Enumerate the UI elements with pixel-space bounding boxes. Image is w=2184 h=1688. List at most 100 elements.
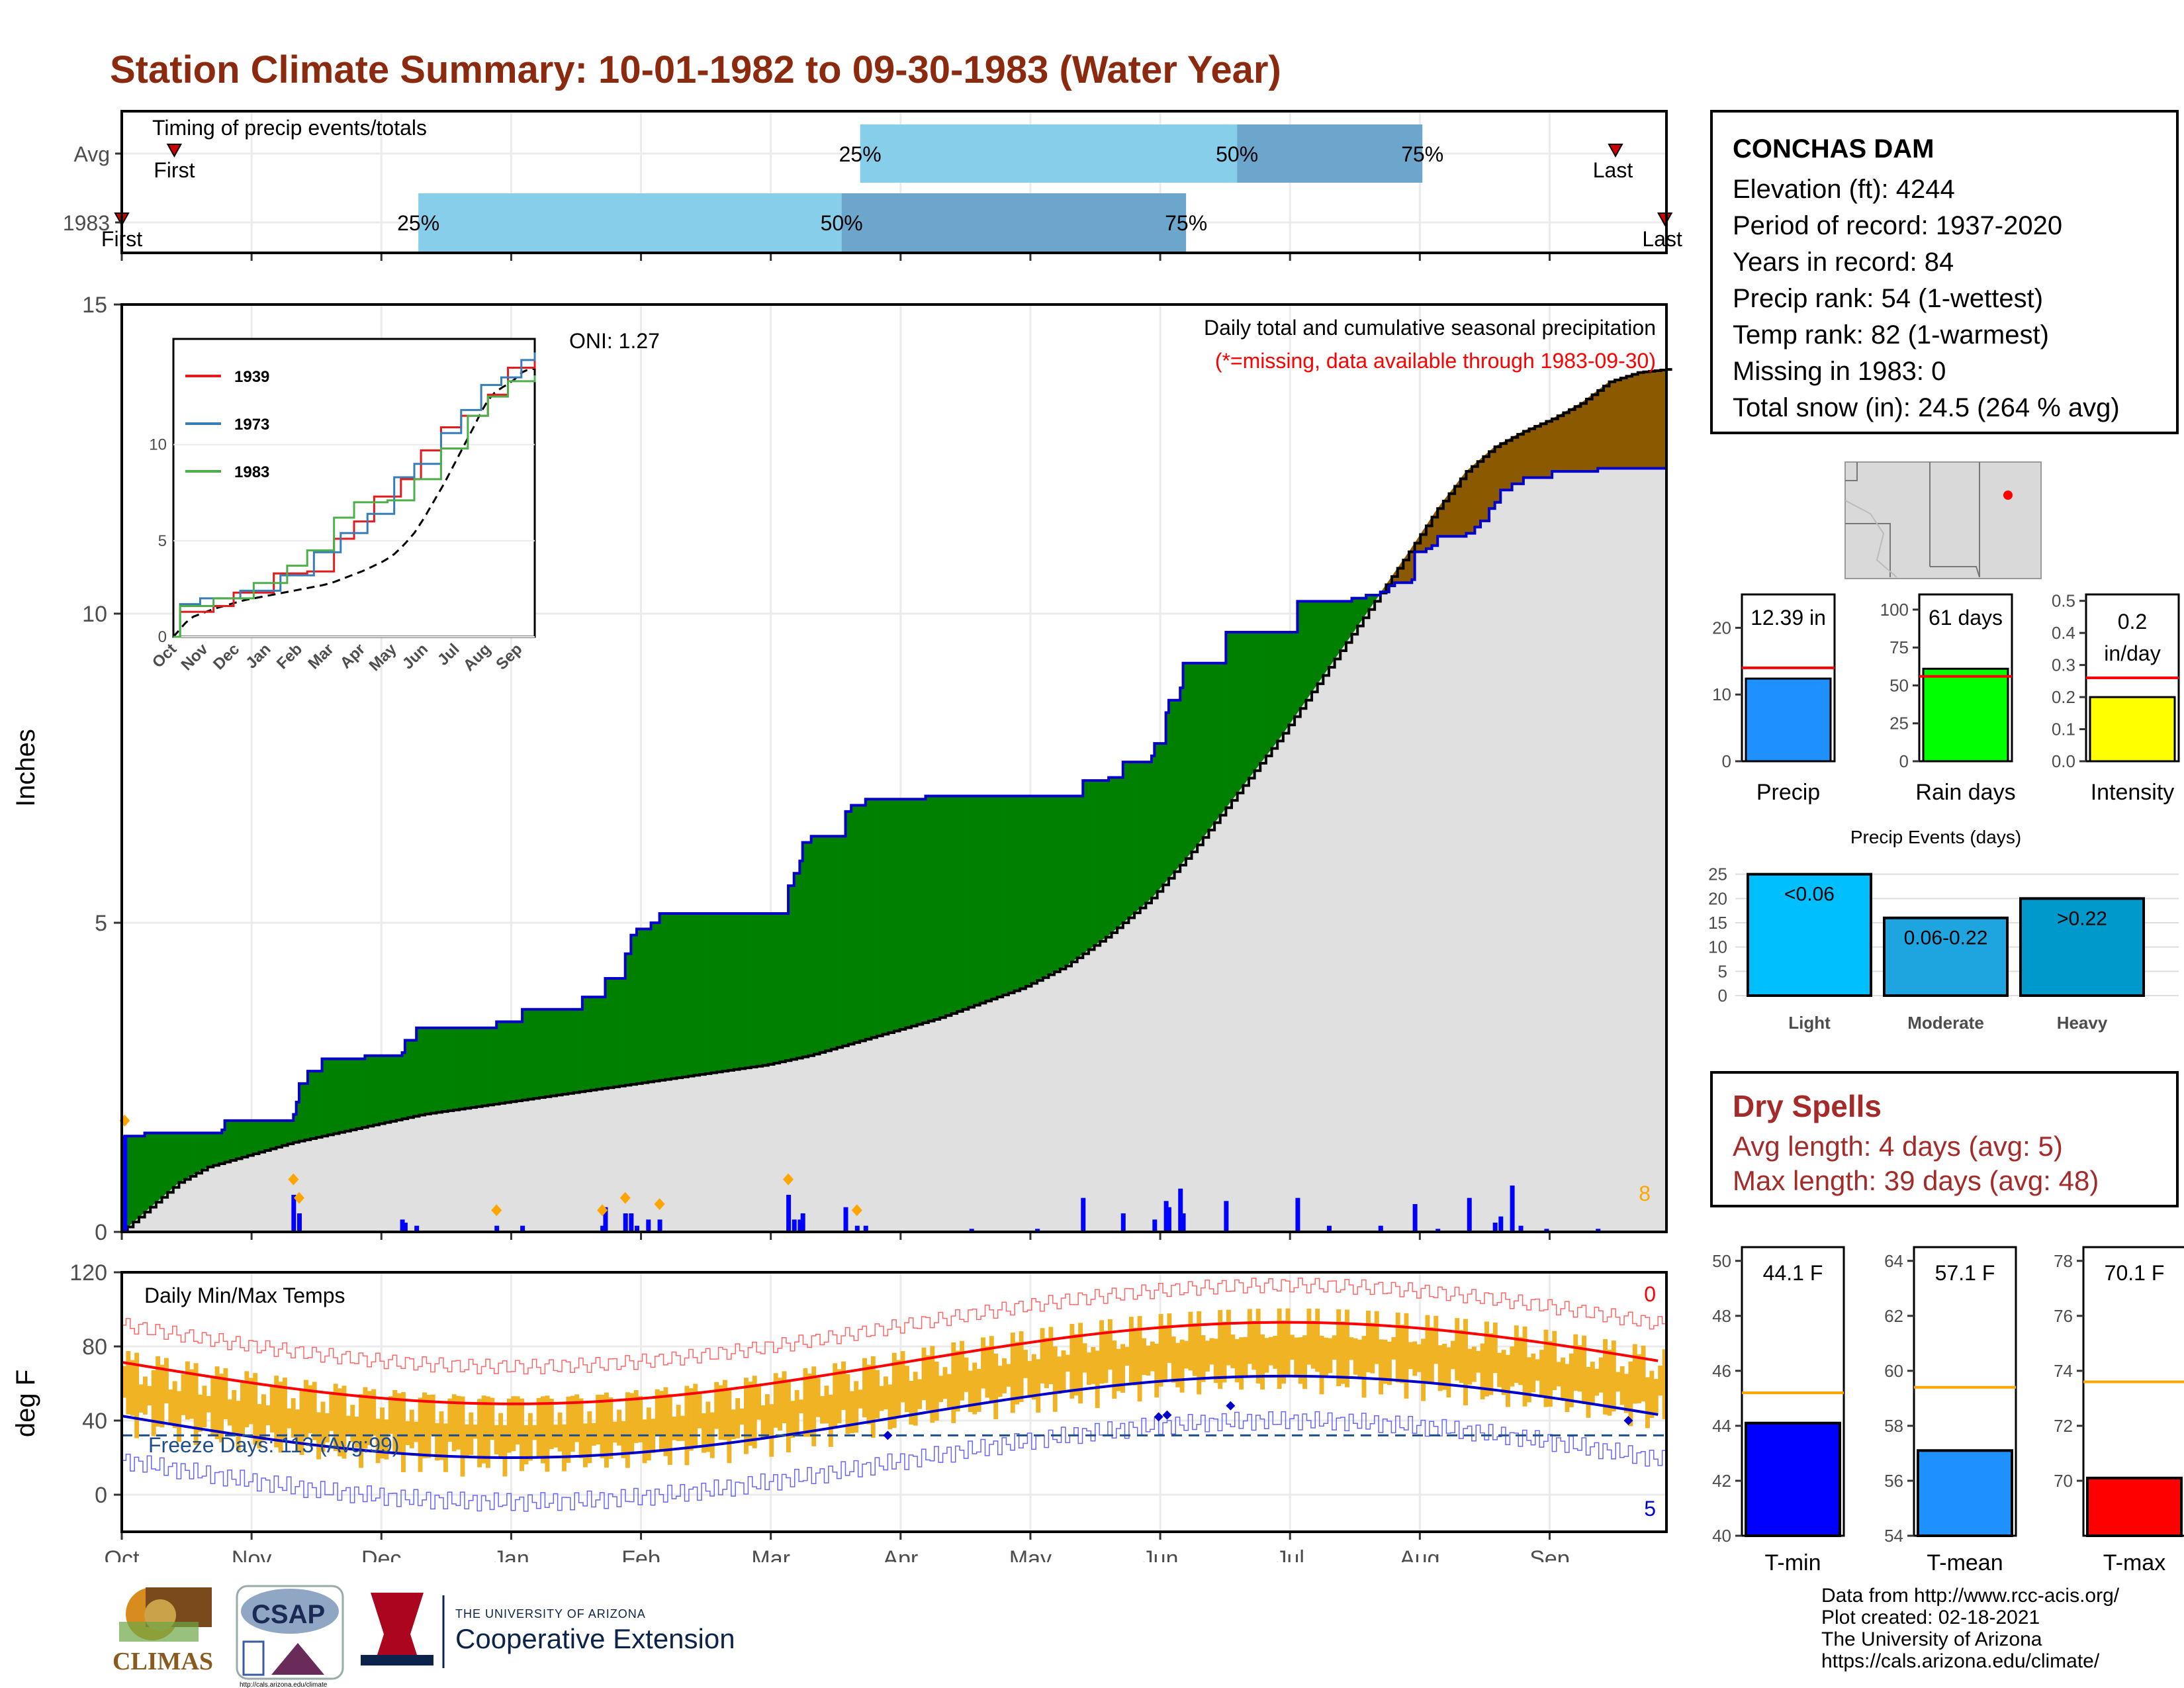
daily-temp-bar xyxy=(1526,1357,1531,1403)
surplus-segment xyxy=(205,1133,208,1169)
surplus-segment xyxy=(1002,796,1006,996)
surplus-segment xyxy=(1351,598,1355,635)
daily-temp-bar xyxy=(1171,1336,1176,1383)
events-category-label: Moderate xyxy=(1907,1013,1984,1033)
deficit-segment xyxy=(1620,377,1624,469)
daily-temp-bar xyxy=(1031,1354,1036,1400)
surplus-segment xyxy=(688,913,692,1076)
deficit-segment xyxy=(1514,434,1518,485)
deficit-segment xyxy=(1592,392,1596,472)
surplus-segment xyxy=(685,913,689,1077)
deficit-segment xyxy=(1589,394,1592,472)
surplus-segment xyxy=(1251,632,1255,775)
surplus-segment xyxy=(567,1009,571,1094)
daily-temp-bar xyxy=(651,1419,656,1454)
daily-temp-bar xyxy=(1598,1357,1604,1393)
surplus-segment xyxy=(610,978,614,1088)
summary-bar-ytick-label: 10 xyxy=(1712,684,1731,704)
daily-temp-bar xyxy=(562,1424,567,1472)
surplus-segment xyxy=(242,1120,246,1158)
precip-chart: 0 5 10 15 Daily total and cumulative seasona… xyxy=(11,293,1672,1244)
daily-temp-bar xyxy=(1569,1353,1574,1407)
daily-temp-bar xyxy=(1421,1338,1426,1401)
daily-temp-bar xyxy=(1167,1313,1172,1363)
record-low-line xyxy=(122,1411,1666,1512)
daily-temp-bar xyxy=(1437,1345,1443,1391)
daily-temp-bar xyxy=(858,1389,863,1409)
daily-temp-bar xyxy=(1184,1340,1189,1369)
deficit-segment xyxy=(1557,414,1561,472)
summary-bar-value: 12.39 in xyxy=(1751,606,1826,630)
temp-bar-ytick-label: 72 xyxy=(2054,1416,2073,1436)
daily-temp-bar xyxy=(198,1394,203,1432)
daily-temp-bar xyxy=(1103,1331,1109,1383)
deficit-segment xyxy=(1566,409,1570,472)
daily-temp-bar xyxy=(490,1397,495,1440)
events-ytick-label: 15 xyxy=(1708,913,1727,933)
surplus-segment xyxy=(1066,796,1069,966)
deficit-segment xyxy=(1537,423,1541,478)
surplus-segment xyxy=(679,913,683,1078)
daily-temp-bar xyxy=(1142,1338,1146,1376)
surplus-segment xyxy=(716,913,720,1072)
daily-temp-bar xyxy=(274,1376,279,1448)
daily-temp-bar xyxy=(223,1368,228,1420)
surplus-segment xyxy=(911,798,915,1027)
surplus-segment xyxy=(1289,632,1293,726)
surplus-segment xyxy=(370,1055,374,1126)
surplus-segment xyxy=(985,796,989,1002)
daily-temp-bar xyxy=(723,1380,727,1440)
surplus-segment xyxy=(922,798,926,1023)
surplus-segment xyxy=(390,1055,394,1122)
surplus-segment xyxy=(499,1021,503,1104)
daily-temp-bar xyxy=(422,1392,427,1458)
daily-temp-bar xyxy=(1010,1333,1015,1413)
daily-temp-bar xyxy=(384,1419,389,1460)
daily-temp-bar xyxy=(833,1363,838,1429)
surplus-segment xyxy=(281,1120,285,1146)
surplus-segment xyxy=(1217,663,1221,820)
surplus-segment xyxy=(1294,632,1298,718)
deficit-segment xyxy=(1494,444,1498,503)
daily-temp-bar xyxy=(219,1374,224,1443)
temp-bar-ytick-label: 54 xyxy=(1884,1526,1903,1546)
surplus-segment xyxy=(459,1027,463,1109)
events-category-label: Light xyxy=(1788,1013,1831,1033)
temp-bar-ytick-label: 64 xyxy=(1884,1251,1903,1271)
surplus-segment xyxy=(759,913,763,1066)
surplus-segment xyxy=(339,1058,343,1133)
daily-temp-bar xyxy=(1395,1312,1400,1383)
daily-temp-bar xyxy=(1471,1346,1477,1382)
daily-temp-bar xyxy=(549,1399,554,1450)
first-event-label: First xyxy=(154,158,195,182)
daily-temp-bar xyxy=(612,1421,617,1443)
daily-temp-bar xyxy=(451,1394,457,1452)
daily-temp-bar xyxy=(1251,1321,1257,1370)
summary-bar-label: Rain days xyxy=(1915,780,2015,805)
precip-ylabel: Inches xyxy=(11,729,40,807)
surplus-segment xyxy=(376,1055,380,1125)
deficit-segment xyxy=(1517,432,1521,485)
daily-precip-bar xyxy=(603,1207,608,1232)
surplus-segment xyxy=(539,1009,543,1098)
surplus-segment xyxy=(770,913,774,1064)
daily-precip-bar xyxy=(1492,1222,1498,1232)
daily-temp-bar xyxy=(1649,1370,1655,1419)
daily-temp-bar xyxy=(1535,1359,1540,1381)
surplus-segment xyxy=(954,796,958,1013)
daily-temp-bar xyxy=(1518,1336,1524,1385)
surplus-segment xyxy=(662,913,666,1080)
temp-bar-ytick-label: 42 xyxy=(1712,1471,1731,1491)
surplus-segment xyxy=(905,798,909,1028)
summary-bar-ytick-label: 0.1 xyxy=(2052,720,2075,739)
surplus-segment xyxy=(1088,780,1092,951)
surplus-segment xyxy=(1036,796,1040,981)
surplus-segment xyxy=(419,1027,423,1115)
deficit-segment xyxy=(1520,430,1524,485)
inset-legend-label: 1973 xyxy=(234,416,269,434)
daily-temp-bar xyxy=(168,1389,173,1425)
surplus-segment xyxy=(805,842,809,1057)
daily-temp-bar xyxy=(126,1351,131,1415)
deficit-segment xyxy=(1617,377,1621,469)
deficit-segment xyxy=(1640,371,1644,469)
